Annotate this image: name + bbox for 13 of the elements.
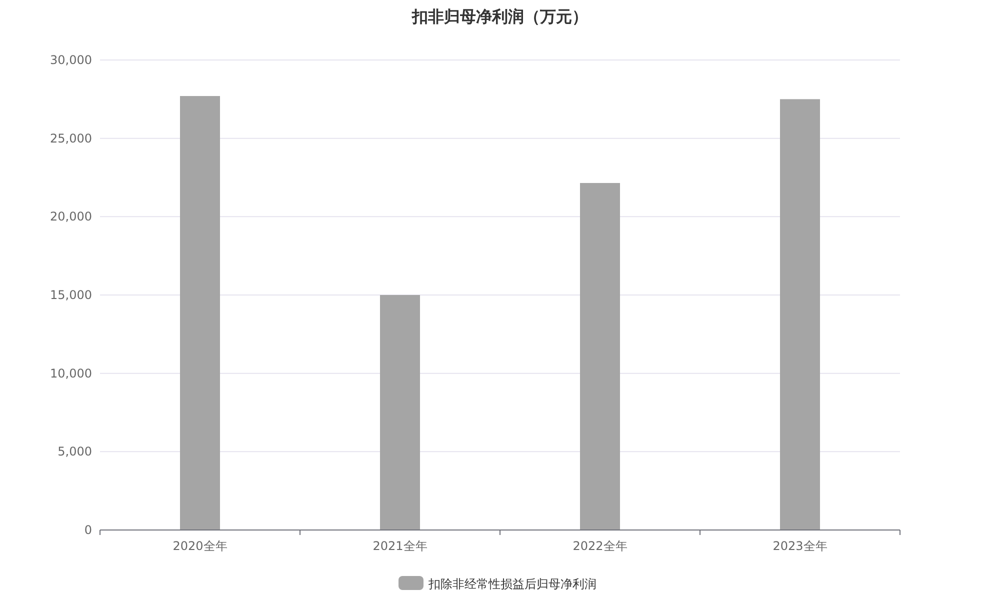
y-tick-label: 20,000 — [50, 210, 92, 224]
x-tick-label: 2022全年 — [572, 539, 628, 553]
y-tick-label: 0 — [84, 523, 92, 537]
y-tick-label: 30,000 — [50, 53, 92, 67]
legend-label: 扣除非经常性损益后归母净利润 — [428, 577, 596, 591]
y-tick-label: 5,000 — [58, 444, 92, 459]
y-tick-label: 15,000 — [50, 288, 92, 302]
y-tick-label: 10,000 — [50, 366, 92, 380]
chart-title: 扣非归母净利润（万元） — [411, 7, 588, 26]
x-tick-label: 2023全年 — [772, 539, 828, 553]
y-tick-label: 25,000 — [50, 131, 92, 146]
x-tick-label: 2021全年 — [372, 539, 428, 553]
x-tick-label: 2020全年 — [172, 539, 228, 553]
